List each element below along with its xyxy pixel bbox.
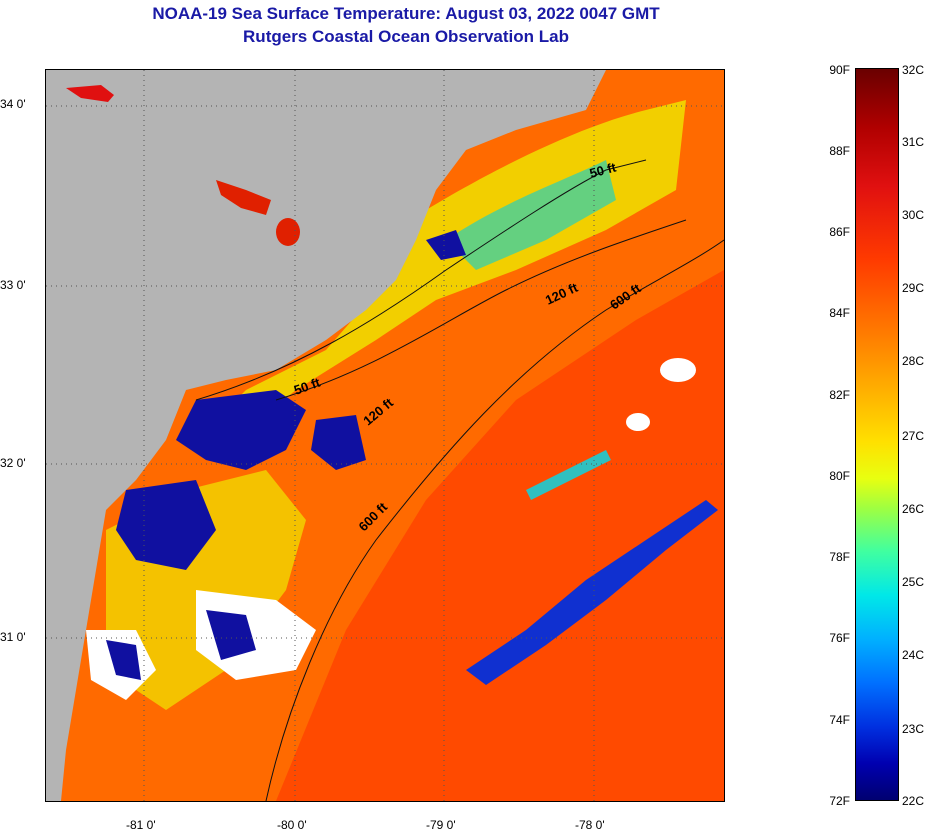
colorbar-c-label: 26C: [902, 502, 925, 516]
colorbar-c-label: 28C: [902, 354, 925, 368]
cold-filament: [466, 500, 718, 685]
colorbar-c-label: 29C: [902, 281, 925, 295]
colorbar-c-label: 25C: [902, 575, 925, 589]
colorbar-f-label: 76F: [829, 631, 850, 645]
lat-label: 34 0': [0, 97, 26, 111]
inland-lake: [276, 218, 300, 246]
colorbar-f-label: 84F: [829, 306, 850, 320]
colorbar-f-label: 82F: [829, 388, 850, 402]
colorbar-f-label: 90F: [829, 63, 850, 77]
inland-lake: [216, 180, 271, 215]
lat-label: 31 0': [0, 630, 26, 644]
lon-label: -81 0': [126, 818, 156, 832]
colorbar-f-label: 80F: [829, 469, 850, 483]
inland-lake: [66, 85, 114, 102]
colorbar-c-label: 27C: [902, 429, 925, 443]
land-mass: [46, 70, 606, 801]
colorbar-c-label: 31C: [902, 135, 925, 149]
ocean-warm-band: [276, 270, 724, 801]
cold-coastal-patch: [106, 640, 141, 680]
colorbar-f-label: 72F: [829, 794, 850, 808]
contour-120ft: [275, 219, 687, 401]
colorbar-c-label: 22C: [902, 794, 925, 808]
colorbar-c-label: 24C: [902, 648, 925, 662]
cool-filament: [526, 450, 611, 500]
colorbar-f-label: 88F: [829, 144, 850, 158]
colorbar-f-label: 78F: [829, 550, 850, 564]
contour-600ft: [265, 239, 724, 801]
contour-label: 50 ft: [588, 159, 618, 181]
colorbar-c-label: 23C: [902, 722, 925, 736]
cold-coastal-patch: [206, 610, 256, 660]
colorbar-c-label: 30C: [902, 208, 925, 222]
lon-label: -78 0': [575, 818, 605, 832]
cloud-patch: [626, 413, 650, 431]
map-subtitle: Rutgers Coastal Ocean Observation Lab: [243, 27, 569, 46]
cold-coastal-patch: [116, 480, 216, 570]
lon-label: -79 0': [426, 818, 456, 832]
cold-coastal-patch: [426, 230, 466, 260]
colorbar-f-label: 74F: [829, 713, 850, 727]
lon-label: -80 0': [277, 818, 307, 832]
lat-label: 32 0': [0, 456, 26, 470]
graticule: [46, 70, 724, 801]
cloud-patch: [660, 358, 696, 382]
colorbar-f-label: 86F: [829, 225, 850, 239]
lat-label: 33 0': [0, 278, 26, 292]
sst-map: 50 ft 120 ft 600 ft 50 ft 120 ft 600 ft: [45, 69, 725, 802]
cold-coastal-patch: [311, 415, 366, 470]
contour-50ft: [195, 159, 647, 401]
colorbar-c-label: 32C: [902, 63, 925, 77]
temperature-colorbar: [855, 68, 899, 801]
cold-coastal-patch: [176, 390, 306, 470]
map-title: NOAA-19 Sea Surface Temperature: August …: [152, 4, 660, 23]
